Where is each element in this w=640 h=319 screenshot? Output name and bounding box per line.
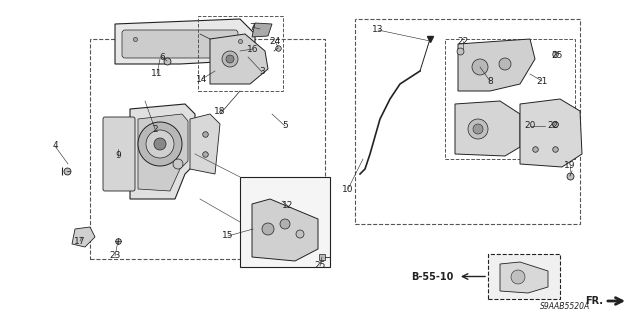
Text: 25: 25 bbox=[314, 262, 326, 271]
Text: 22: 22 bbox=[547, 122, 559, 130]
Polygon shape bbox=[455, 101, 520, 156]
Polygon shape bbox=[210, 34, 268, 84]
Circle shape bbox=[138, 122, 182, 166]
FancyBboxPatch shape bbox=[122, 30, 238, 58]
Text: 14: 14 bbox=[196, 75, 208, 84]
Text: 18: 18 bbox=[214, 107, 226, 115]
Polygon shape bbox=[500, 262, 548, 293]
Text: 15: 15 bbox=[222, 232, 234, 241]
Circle shape bbox=[146, 130, 174, 158]
FancyBboxPatch shape bbox=[103, 117, 135, 191]
Text: 2: 2 bbox=[152, 124, 158, 133]
Polygon shape bbox=[138, 114, 188, 191]
Circle shape bbox=[468, 119, 488, 139]
Bar bbox=[198, 16, 283, 91]
Polygon shape bbox=[458, 39, 535, 91]
Polygon shape bbox=[190, 114, 220, 174]
Polygon shape bbox=[115, 19, 255, 64]
Text: 4: 4 bbox=[52, 142, 58, 151]
Text: B-55-10: B-55-10 bbox=[411, 271, 453, 281]
Text: S9AAB5520A: S9AAB5520A bbox=[540, 302, 590, 311]
Text: 8: 8 bbox=[487, 77, 493, 85]
Circle shape bbox=[473, 124, 483, 134]
Text: 16: 16 bbox=[247, 44, 259, 54]
Circle shape bbox=[280, 219, 290, 229]
Text: 6: 6 bbox=[159, 53, 165, 62]
Circle shape bbox=[154, 138, 166, 150]
Text: 10: 10 bbox=[342, 184, 354, 194]
Text: FR.: FR. bbox=[585, 296, 603, 306]
Text: 9: 9 bbox=[115, 152, 121, 160]
Circle shape bbox=[511, 270, 525, 284]
Circle shape bbox=[226, 55, 234, 63]
Text: 11: 11 bbox=[151, 70, 163, 78]
Text: 25: 25 bbox=[551, 51, 563, 61]
Polygon shape bbox=[252, 23, 272, 37]
Bar bbox=[355, 19, 580, 224]
Bar bbox=[445, 39, 575, 159]
Polygon shape bbox=[72, 227, 95, 247]
FancyBboxPatch shape bbox=[488, 254, 560, 299]
Polygon shape bbox=[252, 199, 318, 261]
Polygon shape bbox=[130, 104, 195, 199]
Circle shape bbox=[222, 51, 238, 67]
Polygon shape bbox=[520, 99, 582, 167]
Text: 22: 22 bbox=[458, 36, 468, 46]
Text: 21: 21 bbox=[536, 77, 548, 85]
Circle shape bbox=[262, 223, 274, 235]
Text: 19: 19 bbox=[564, 161, 576, 170]
Text: 17: 17 bbox=[74, 236, 86, 246]
Text: 7: 7 bbox=[249, 23, 255, 32]
Bar bbox=[240, 177, 330, 267]
Circle shape bbox=[472, 59, 488, 75]
Text: 20: 20 bbox=[524, 122, 536, 130]
Text: 12: 12 bbox=[282, 202, 294, 211]
Text: 3: 3 bbox=[259, 68, 265, 77]
Text: 24: 24 bbox=[269, 36, 280, 46]
Circle shape bbox=[499, 58, 511, 70]
Text: 23: 23 bbox=[109, 251, 121, 261]
Text: 13: 13 bbox=[372, 26, 384, 34]
Circle shape bbox=[296, 230, 304, 238]
Text: 5: 5 bbox=[282, 122, 288, 130]
Circle shape bbox=[173, 159, 183, 169]
